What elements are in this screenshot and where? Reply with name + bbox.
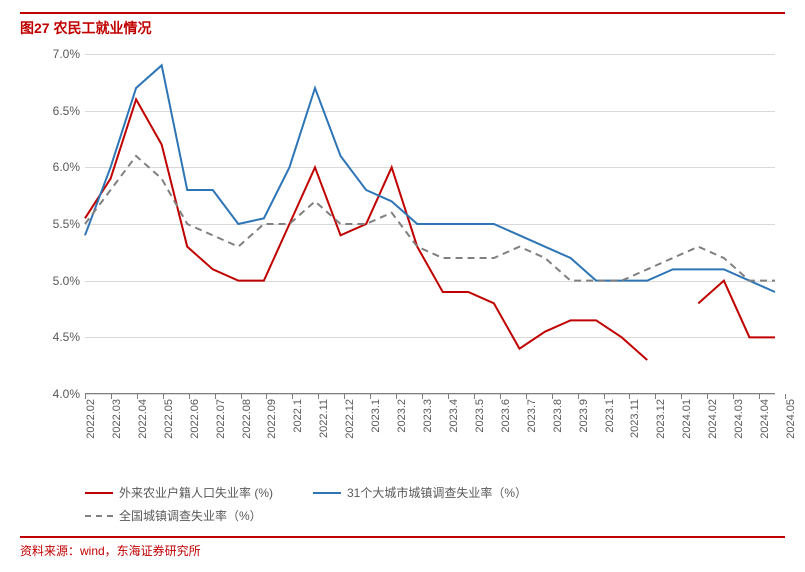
x-tick-label: 2022.06 [189, 399, 201, 439]
x-tick-label: 2022.02 [85, 399, 97, 439]
x-tick-mark [163, 394, 164, 399]
series-line [85, 99, 775, 360]
x-tick-mark [189, 394, 190, 399]
x-tick-label: 2023.9 [578, 399, 590, 433]
x-tick-label: 2022.1 [292, 399, 304, 433]
line-chart-svg [85, 54, 775, 394]
legend-label-migrant: 外来农业户籍人口失业率 (%) [119, 484, 273, 501]
x-tick-mark [111, 394, 112, 399]
y-tick-label: 4.5% [53, 330, 80, 344]
y-tick-label: 7.0% [53, 47, 80, 61]
x-tick-mark [707, 394, 708, 399]
x-tick-mark [655, 394, 656, 399]
y-tick-label: 5.0% [53, 274, 80, 288]
x-tick-label: 2023.1 [604, 399, 616, 433]
x-tick-label: 2022.08 [241, 399, 253, 439]
x-tick-mark [85, 394, 86, 399]
x-tick-mark [526, 394, 527, 399]
y-tick-label: 4.0% [53, 387, 80, 401]
x-tick-label: 2023.7 [526, 399, 538, 433]
x-tick-label: 2022.09 [266, 399, 278, 439]
y-tick-label: 6.0% [53, 160, 80, 174]
legend: 外来农业户籍人口失业率 (%) 31个大城市城镇调查失业率（%） 全国城镇调查失… [85, 484, 785, 524]
footer-bar: 资料来源：wind，东海证券研究所 [20, 536, 785, 560]
x-tick-mark [370, 394, 371, 399]
chart-area: 4.0%4.5%5.0%5.5%6.0%6.5%7.0% 2022.022022… [40, 54, 775, 434]
x-tick-mark [733, 394, 734, 399]
legend-item-cities: 31个大城市城镇调查失业率（%） [313, 484, 527, 501]
x-tick-mark [241, 394, 242, 399]
x-tick-label: 2023.4 [448, 399, 460, 433]
x-tick-mark [344, 394, 345, 399]
chart-title: 图27 农民工就业情况 [20, 20, 151, 36]
x-tick-label: 2024.02 [707, 399, 719, 439]
footer-text: 资料来源：wind，东海证券研究所 [20, 544, 201, 558]
x-tick-mark [681, 394, 682, 399]
legend-swatch-cities [313, 492, 341, 494]
legend-item-national: 全国城镇调查失业率（%） [85, 507, 262, 524]
x-tick-mark [759, 394, 760, 399]
x-tick-mark [500, 394, 501, 399]
x-tick-mark [215, 394, 216, 399]
x-tick-mark [396, 394, 397, 399]
x-tick-mark [318, 394, 319, 399]
x-tick-label: 2024.04 [759, 399, 771, 439]
x-tick-label: 2024.03 [733, 399, 745, 439]
y-tick-label: 6.5% [53, 104, 80, 118]
x-tick-label: 2022.07 [215, 399, 227, 439]
x-tick-label: 2023.5 [474, 399, 486, 433]
x-tick-label: 2023.1 [370, 399, 382, 433]
series-line [85, 156, 775, 281]
x-tick-label: 2022.11 [318, 399, 330, 438]
x-tick-label: 2022.12 [344, 399, 356, 439]
x-tick-label: 2022.04 [137, 399, 149, 439]
plot-region [85, 54, 775, 394]
x-tick-label: 2024.05 [785, 399, 797, 439]
legend-label-cities: 31个大城市城镇调查失业率（%） [347, 484, 527, 501]
x-tick-mark [422, 394, 423, 399]
x-tick-label: 2023.3 [422, 399, 434, 433]
x-tick-mark [785, 394, 786, 399]
x-tick-label: 2023.11 [629, 399, 641, 438]
x-tick-label: 2022.03 [111, 399, 123, 439]
x-tick-label: 2023.2 [396, 399, 408, 433]
x-tick-mark [578, 394, 579, 399]
x-tick-mark [292, 394, 293, 399]
x-axis-labels: 2022.022022.032022.042022.052022.062022.… [85, 394, 775, 434]
title-bar: 图27 农民工就业情况 [20, 12, 785, 44]
legend-swatch-migrant [85, 492, 113, 494]
x-tick-mark [604, 394, 605, 399]
x-tick-label: 2022.05 [163, 399, 175, 439]
x-tick-mark [266, 394, 267, 399]
y-axis: 4.0%4.5%5.0%5.5%6.0%6.5%7.0% [40, 54, 85, 394]
legend-item-migrant: 外来农业户籍人口失业率 (%) [85, 484, 273, 501]
x-tick-label: 2023.8 [552, 399, 564, 433]
legend-swatch-national [85, 515, 113, 517]
x-tick-mark [629, 394, 630, 399]
x-tick-mark [448, 394, 449, 399]
x-tick-label: 2023.6 [500, 399, 512, 433]
x-tick-label: 2024.01 [681, 399, 693, 439]
x-tick-label: 2023.12 [655, 399, 667, 439]
legend-label-national: 全国城镇调查失业率（%） [119, 507, 262, 524]
y-tick-label: 5.5% [53, 217, 80, 231]
x-tick-mark [552, 394, 553, 399]
x-tick-mark [137, 394, 138, 399]
x-tick-mark [474, 394, 475, 399]
